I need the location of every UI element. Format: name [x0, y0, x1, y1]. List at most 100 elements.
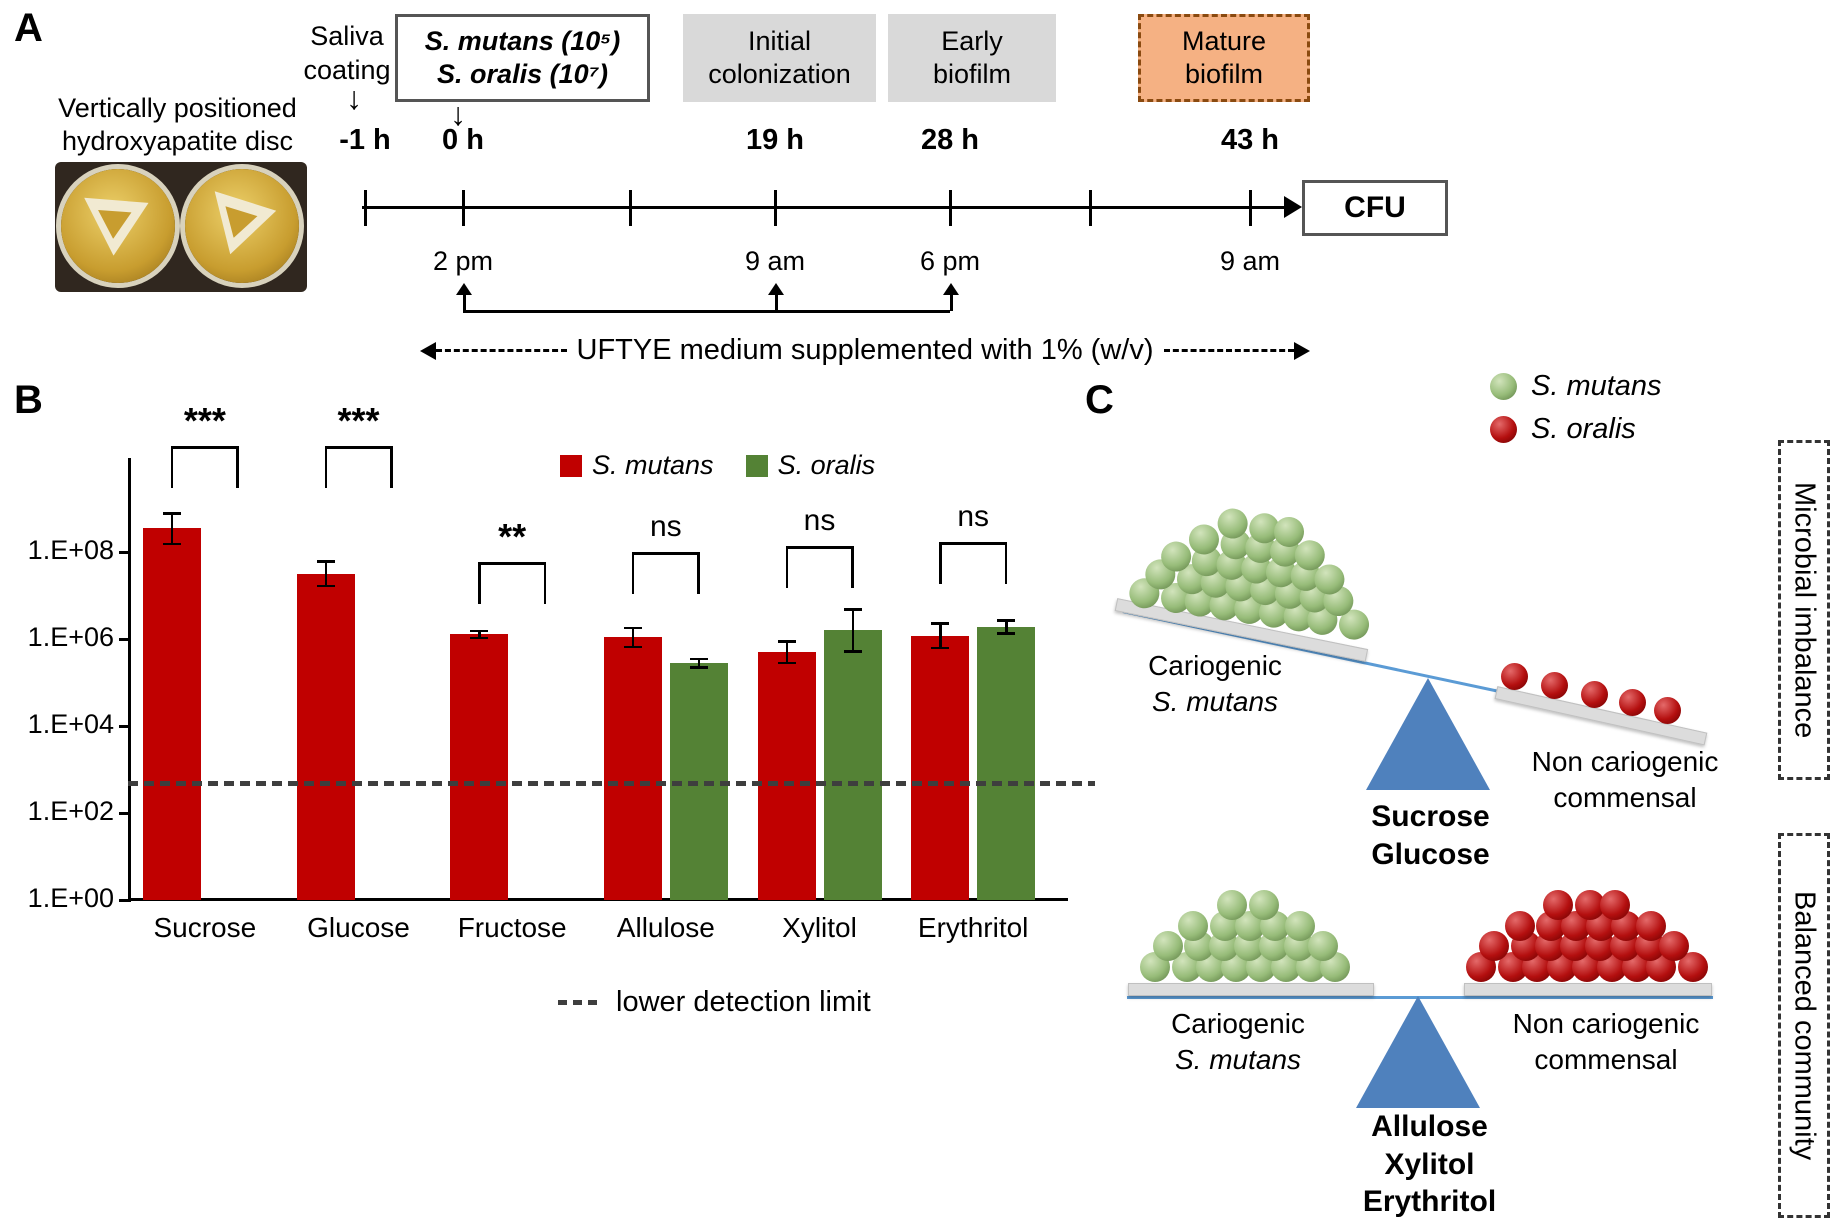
category-label: Fructose [457, 912, 567, 943]
legend-item-s-mutans: S. mutans [1490, 370, 1662, 403]
sig-bracket-leg [785, 546, 788, 588]
dashed-line-swatch-icon [558, 1000, 602, 1005]
error-bar-cap [162, 512, 181, 515]
timepoint-43h: 43 h [1220, 124, 1280, 156]
sig-bracket-leg [543, 562, 547, 604]
well-left [61, 169, 175, 283]
bar-glucose-s-mutans [296, 573, 355, 900]
balanced-left-label: Cariogenic S. mutans [1138, 1006, 1338, 1078]
well-right [185, 169, 299, 283]
error-bar-cap [931, 646, 950, 650]
bar-fructose-s-mutans [450, 634, 509, 900]
error-bar-cap [997, 632, 1016, 635]
legend-label: S. oralis [1531, 413, 1636, 445]
microbial-imbalance-side-label: Microbial imbalance [1778, 440, 1830, 780]
commensal-text: commensal [1534, 1043, 1678, 1075]
ha-disc-triangle-inner [219, 205, 258, 240]
ha-disc-triangle-inner [94, 204, 134, 241]
error-bar-cap [162, 542, 181, 546]
sig-label: *** [183, 400, 226, 441]
y-tick-label: 1.E+08 [27, 535, 114, 565]
sugar-name: Glucose [1371, 837, 1490, 871]
inoculum-box: S. mutans (10⁵) S. oralis (10⁷) [395, 14, 650, 102]
dashed-line [436, 349, 567, 352]
y-tick-label: 1.E+04 [27, 709, 114, 739]
category-label: Erythritol [917, 912, 1029, 943]
error-bar-cap [843, 608, 862, 611]
bar-erythritol-s-oralis [977, 626, 1036, 900]
imbalance-left-label: Cariogenic S. mutans [1120, 648, 1310, 720]
legend-item: S. mutans [560, 450, 714, 481]
medium-change-line [463, 310, 950, 313]
up-arrow-icon [456, 283, 472, 311]
clock-9am-2: 9 am [1219, 246, 1281, 276]
ha-disc-triangle [77, 186, 155, 259]
sig-bracket-leg [170, 446, 174, 488]
sig-bracket-leg [390, 446, 393, 488]
chart-legend: S. mutans S. oralis [560, 450, 875, 481]
error-bar [631, 627, 635, 647]
timeline-tick [1089, 190, 1092, 226]
balanced-fulcrum-triangle-icon [1356, 996, 1480, 1108]
s-oralis-sphere-icon [1635, 910, 1666, 941]
legend-label: S. mutans [1531, 370, 1662, 402]
sig-bracket-leg [236, 446, 239, 488]
s-oralis-sphere-icon [1541, 672, 1568, 699]
timeline-tick [629, 190, 632, 226]
imbalance-fulcrum-triangle-icon [1366, 678, 1490, 790]
error-bar [478, 630, 481, 638]
timepoint-19h: 19 h [745, 124, 805, 156]
sig-label: ** [498, 516, 527, 557]
sig-bracket-leg [324, 446, 327, 488]
category-label: Allulose [616, 912, 715, 943]
error-bar-cap [689, 657, 708, 661]
s-oralis-sphere-icon [1478, 931, 1509, 962]
y-tick [119, 898, 128, 902]
sig-bracket-leg [1004, 542, 1008, 584]
detection-limit-caption-text: lower detection limit [616, 986, 871, 1018]
balanced-sugars-label: Allulose Xylitol Erythritol [1342, 1108, 1517, 1221]
s-oralis-pile [1465, 888, 1709, 984]
s-oralis-legend-sphere-icon [1490, 416, 1517, 443]
s-mutans-legend-sphere-icon [1490, 373, 1517, 400]
balanced-community-side-label: Balanced community [1778, 833, 1830, 1218]
clock-2pm: 2 pm [432, 246, 494, 276]
legend-swatch-icon [745, 454, 768, 477]
timepoint-0h: 0 h [442, 124, 484, 156]
detection-limit-line [128, 780, 1095, 786]
error-bar [697, 658, 701, 668]
error-bar-cap [997, 619, 1016, 622]
error-bar-cap [470, 636, 489, 640]
y-tick-label: 1.E+00 [27, 883, 114, 913]
sugar-name: Sucrose [1371, 800, 1490, 833]
sig-bracket-leg [478, 562, 481, 604]
inoculum-line1: S. mutans (10⁵) [424, 26, 621, 57]
disc-caption: Vertically positioned hydroxyapatite dis… [58, 93, 297, 156]
error-bar-cap [623, 645, 642, 649]
error-bar-cap [316, 560, 335, 563]
error-bar-cap [777, 640, 796, 643]
commensal-text: commensal [1553, 781, 1697, 813]
s-mutans-sphere-icon [1284, 910, 1315, 941]
sig-bracket-top [478, 562, 547, 565]
s-oralis-sphere-icon [1501, 663, 1528, 690]
medium-label: UFTYE medium supplemented with 1% (w/v) [576, 334, 1154, 366]
dashed-line [1163, 349, 1295, 352]
category-label: Xylitol [782, 912, 857, 943]
stage-box-label: Early biofilm [932, 26, 1012, 89]
x-axis-line [128, 898, 1068, 901]
error-bar [170, 513, 174, 544]
panel-b-label: B [14, 378, 43, 422]
bar-erythritol-s-mutans [911, 635, 970, 900]
s-oralis-sphere-icon [1581, 681, 1608, 708]
legend-label: S. mutans [592, 450, 714, 480]
up-arrow-icon [768, 283, 784, 311]
stage-box-early-biofilm: Early biofilm [888, 14, 1056, 102]
sugar-name: Erythritol [1362, 1185, 1497, 1218]
panel-a-label: A [14, 6, 43, 50]
y-tick-label: 1.E+02 [27, 796, 114, 826]
bar-sucrose-s-mutans [142, 528, 201, 900]
sig-bracket-top [785, 546, 854, 549]
cariogenic-text: Cariogenic [1148, 650, 1282, 681]
